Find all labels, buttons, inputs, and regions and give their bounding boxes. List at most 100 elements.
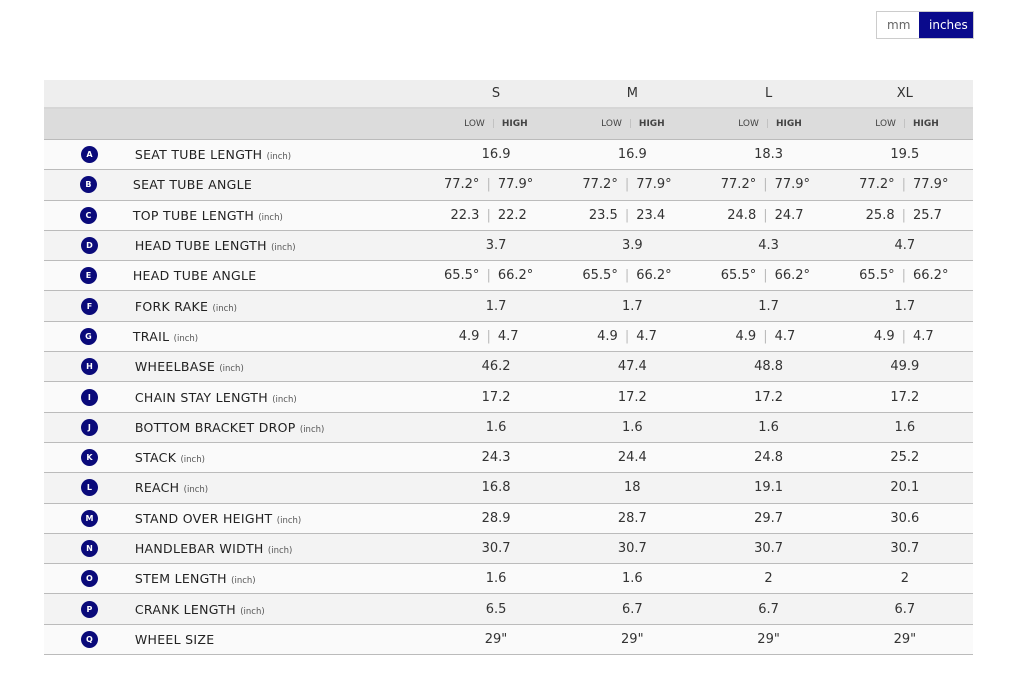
separator: | xyxy=(624,207,630,223)
low-value: 65.5° xyxy=(582,268,618,284)
separator: | xyxy=(486,177,491,193)
value-cell: 24.4 xyxy=(564,450,700,465)
value: 20.1 xyxy=(890,480,920,496)
badge-cell: K xyxy=(44,449,135,467)
high-value: 66.2° xyxy=(774,268,811,284)
value-cell: 30.7 xyxy=(564,541,700,556)
value: 6.7 xyxy=(894,601,916,617)
value-cell: 4.9 | 4.7 xyxy=(558,329,696,344)
value: 6.7 xyxy=(758,601,779,617)
high-value: 77.9° xyxy=(497,177,534,193)
table-row: G TRAIL (inch) 4.9 | 4.7 4.9 | 4.7 4.9 | 4.7 4.9 | 4.… xyxy=(44,321,973,353)
value: 4.7 xyxy=(894,238,916,254)
table-row: E HEAD TUBE ANGLE 65.5° | 66.2° 65.5° | 66.2° 65… xyxy=(44,261,973,292)
measurement-key-badge: J xyxy=(80,418,98,436)
measurement-name: HANDLEBAR WIDTH xyxy=(134,541,264,556)
badge-cell: D xyxy=(44,237,135,255)
unit-label: (inch) xyxy=(183,485,209,496)
value: 47.4 xyxy=(617,359,647,375)
value: 29" xyxy=(484,631,508,647)
value-cell: 77.2° | 77.9° xyxy=(835,177,973,192)
value: 1.7 xyxy=(485,298,507,314)
table-row: M STAND OVER HEIGHT (inch) 28.9 28.7 29.7 30.… xyxy=(44,503,973,534)
measurement-label: REACH (inch) xyxy=(135,480,428,495)
separator: | xyxy=(486,328,491,344)
low-label: LOW xyxy=(738,119,759,129)
value-cell: 77.2° | 77.9° xyxy=(696,177,834,192)
value-cell: 28.7 xyxy=(564,511,700,526)
measurement-key-badge: C xyxy=(79,206,97,224)
value: 29" xyxy=(757,631,780,647)
value: 18.3 xyxy=(754,147,784,163)
low-value: 4.9 xyxy=(597,328,618,344)
measurement-key-badge: A xyxy=(80,146,98,164)
value-cell: 1.6 xyxy=(700,420,836,435)
separator: | xyxy=(486,268,491,284)
value: 30.7 xyxy=(890,541,920,556)
badge-cell: G xyxy=(44,327,133,345)
table-row: O STEM LENGTH (inch) 1.6 1.6 2 2 xyxy=(44,564,973,595)
value-cell: 77.2° | 77.9° xyxy=(419,177,557,192)
value-cell: 17.2 xyxy=(564,390,700,405)
value-cell: 4.3 xyxy=(700,238,836,253)
low-value: 77.2° xyxy=(859,177,895,193)
value: 30.7 xyxy=(481,541,511,556)
units-inches-button[interactable]: inches xyxy=(919,12,973,38)
units-mm-button[interactable]: mm xyxy=(877,12,919,38)
value: 17.2 xyxy=(890,389,920,405)
badge-cell: Q xyxy=(44,630,135,648)
low-label: LOW xyxy=(464,119,485,129)
measurement-name: STAND OVER HEIGHT xyxy=(134,510,273,526)
high-value: 77.9° xyxy=(774,177,811,193)
value-cell: 46.2 xyxy=(428,359,564,374)
value-cell: 20.1 xyxy=(837,480,973,495)
table-row: J BOTTOM BRACKET DROP (inch) 1.6 1.6 1.6 1.6 xyxy=(44,412,973,443)
measurement-name: STACK xyxy=(134,450,177,466)
value: 24.4 xyxy=(617,450,647,466)
measurement-key-badge: Q xyxy=(80,630,98,648)
badge-cell: O xyxy=(44,570,135,588)
separator: | xyxy=(902,119,906,129)
measurement-name: FORK RAKE xyxy=(134,298,209,314)
measurement-key-badge: O xyxy=(80,570,98,588)
measurement-key-badge: L xyxy=(80,479,98,497)
high-label: HIGH xyxy=(775,119,802,129)
value: 1.7 xyxy=(621,298,643,314)
value-cell: 29" xyxy=(837,632,973,647)
value-cell: 18 xyxy=(564,480,700,495)
value-cell: 1.6 xyxy=(564,420,700,435)
high-value: 77.9° xyxy=(636,177,672,193)
low-value: 65.5° xyxy=(720,268,757,284)
unit-label: (inch) xyxy=(266,152,292,163)
high-value: 25.7 xyxy=(913,207,942,223)
value-cell: 47.4 xyxy=(564,359,700,374)
table-row: A SEAT TUBE LENGTH (inch) 16.9 16.9 18.3 19.5 xyxy=(44,140,973,171)
value-cell: 49.9 xyxy=(837,359,973,374)
value-cell: 1.7 xyxy=(700,299,836,314)
measurement-label: HEAD TUBE LENGTH (inch) xyxy=(135,238,428,253)
separator: | xyxy=(901,207,906,223)
value-cell: 4.9 | 4.7 xyxy=(696,329,834,344)
unit-label: (inch) xyxy=(299,424,325,435)
low-value: 77.2° xyxy=(582,177,618,193)
value-cell: 17.2 xyxy=(700,390,836,405)
value: 16.9 xyxy=(481,147,511,163)
value-cell: 30.7 xyxy=(700,541,836,556)
units-toggle: mm inches xyxy=(876,11,974,39)
value: 29.7 xyxy=(754,510,784,526)
badge-cell: E xyxy=(44,267,133,285)
unit-label: (inch) xyxy=(173,333,199,344)
value: 18 xyxy=(624,480,641,496)
separator: | xyxy=(624,268,630,284)
separator: | xyxy=(901,268,906,284)
value-cell: 6.7 xyxy=(700,602,836,617)
unit-label: (inch) xyxy=(219,364,244,375)
value: 28.9 xyxy=(481,510,511,526)
badge-cell: P xyxy=(44,600,135,618)
separator: | xyxy=(624,177,630,193)
value-cell: 1.6 xyxy=(564,571,700,586)
value: 3.9 xyxy=(621,238,643,254)
badge-cell: A xyxy=(44,146,135,164)
value-cell: 29.7 xyxy=(700,511,836,526)
value-cell: 28.9 xyxy=(428,511,564,526)
